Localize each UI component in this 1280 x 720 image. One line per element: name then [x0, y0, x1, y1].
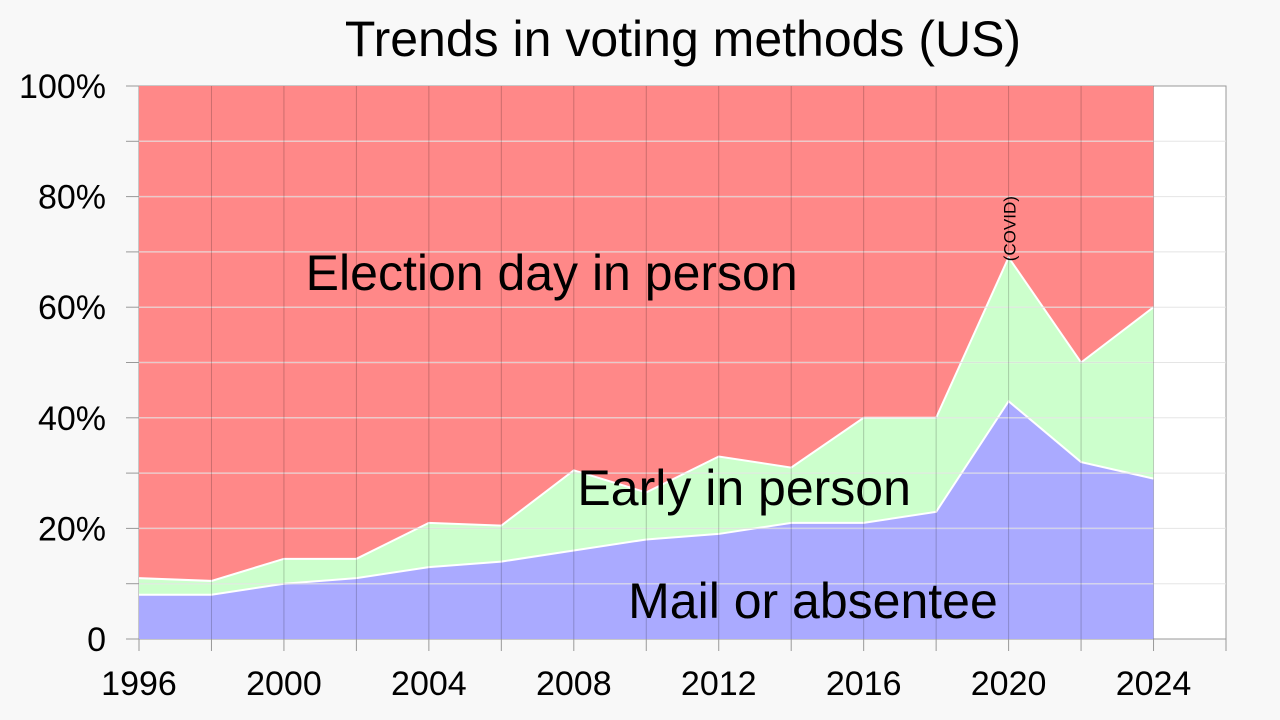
- x-tick-label: 2016: [826, 665, 902, 703]
- y-tick-label: 80%: [38, 179, 106, 217]
- covid-annotation: (COVID): [1001, 196, 1020, 261]
- stacked-areas: [138, 86, 1155, 639]
- series-label: Election day in person: [306, 245, 798, 301]
- x-tick-label: 2004: [391, 665, 467, 703]
- series-label: Early in person: [577, 460, 911, 516]
- area-early-in-person: [139, 257, 1154, 595]
- x-tick-label: 2020: [971, 665, 1047, 703]
- series-labels: Mail or absentee Early in person Election …: [306, 196, 1020, 629]
- grid-lines: [139, 86, 1226, 639]
- area-mail-or-absentee: [139, 401, 1154, 639]
- y-tick-label: 40%: [38, 400, 106, 438]
- x-axis: 1996 2000 2004 2008 2012 2016 2020 2024: [101, 639, 1227, 703]
- x-tick-label: 2012: [681, 665, 757, 703]
- y-tick-label: 60%: [38, 289, 106, 327]
- x-tick-label: 2008: [536, 665, 612, 703]
- x-tick-label: 2000: [246, 665, 322, 703]
- x-tick-label: 1996: [101, 665, 177, 703]
- chart-title: Trends in voting methods (US): [345, 11, 1021, 67]
- area-election-day-in-person: [139, 86, 1154, 581]
- x-tick-label: 2024: [1116, 665, 1192, 703]
- y-tick-label: 20%: [38, 510, 106, 548]
- series-boundary-line: [139, 399, 1154, 596]
- y-tick-label: 0: [87, 621, 106, 659]
- y-tick-label: 100%: [19, 68, 106, 106]
- y-axis: 0 20% 40% 60% 80% 100%: [19, 68, 139, 659]
- series-boundary-line: [138, 255, 1155, 582]
- series-label: Mail or absentee: [628, 573, 998, 629]
